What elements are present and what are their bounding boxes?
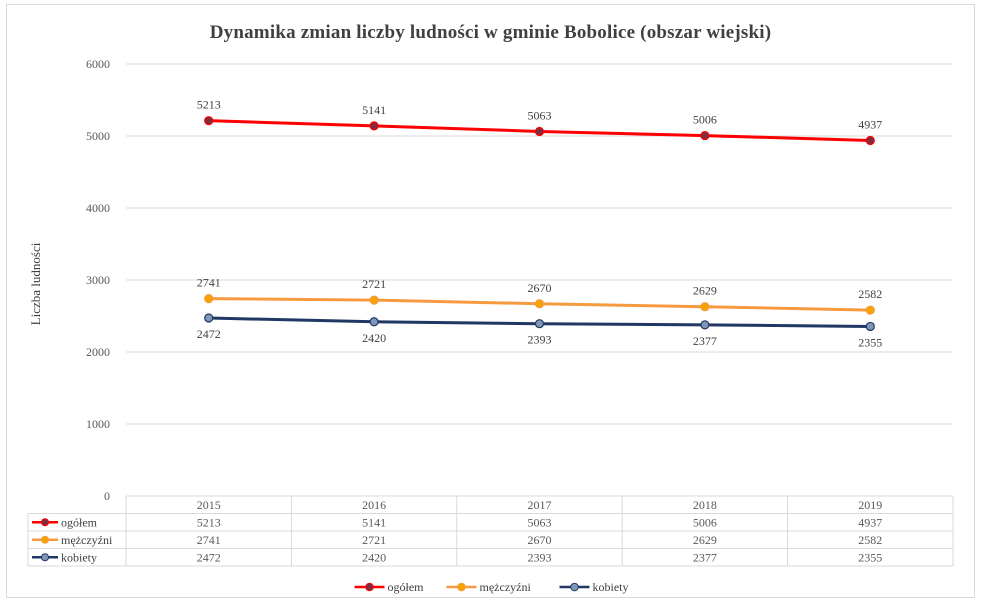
legend-key-marker — [457, 582, 466, 592]
data-label: 5141 — [362, 103, 386, 117]
data-point — [865, 135, 875, 146]
table-cell: 5213 — [197, 515, 221, 529]
data-points — [204, 116, 875, 332]
table-cell: 2582 — [858, 533, 882, 547]
y-tick-labels: 0 1000 2000 3000 4000 5000 6000 — [86, 57, 110, 503]
table-cell: 4937 — [858, 515, 882, 529]
data-label: 2721 — [362, 277, 386, 291]
table-cell: 2629 — [693, 533, 717, 547]
table-row-label: mężczyźni — [61, 533, 113, 547]
legend-entry: mężczyźni — [480, 580, 532, 594]
data-point — [534, 299, 545, 309]
table-row-label: ogółem — [61, 515, 98, 529]
table-cell: 2355 — [858, 550, 882, 564]
data-point — [204, 313, 214, 323]
data-point — [700, 130, 710, 141]
table-cell: 2377 — [693, 550, 717, 564]
data-point — [865, 321, 875, 332]
data-point — [700, 302, 710, 312]
table-cell: 2741 — [197, 533, 221, 547]
data-label: 2741 — [197, 276, 221, 290]
legend-entry: ogółem — [388, 580, 425, 594]
table-cell: 5141 — [362, 515, 386, 529]
table-cell: 5006 — [693, 515, 717, 529]
table-cell: 2393 — [528, 550, 552, 564]
legend-key-marker — [365, 582, 374, 592]
data-point — [700, 320, 710, 330]
table-cell: 2721 — [362, 533, 386, 547]
chart-frame — [6, 4, 975, 598]
x-tick-label: 2015 — [197, 498, 221, 512]
y-tick-label: 4000 — [86, 201, 110, 215]
data-point — [204, 116, 214, 126]
table-cell: 5063 — [528, 515, 552, 529]
data-label: 2393 — [528, 333, 552, 347]
table-key-marker — [41, 518, 49, 527]
table-cell: 2472 — [197, 550, 221, 564]
legend: ogółem mężczyźni kobiety — [354, 580, 629, 594]
table-key-marker — [41, 535, 49, 544]
data-point — [369, 295, 379, 305]
data-table: 2015 2016 2017 2018 2019 ogółem 5213 5141 5063 50… — [27, 495, 954, 567]
data-label: 5006 — [693, 113, 717, 127]
legend-entry: kobiety — [593, 580, 629, 594]
data-point — [369, 121, 379, 131]
data-label: 4937 — [858, 118, 882, 132]
data-label: 2670 — [528, 281, 552, 295]
y-tick-label: 5000 — [86, 129, 110, 143]
legend-key-marker — [570, 582, 579, 592]
x-tick-label: 2016 — [362, 498, 386, 512]
data-label: 2582 — [858, 287, 882, 301]
data-point — [865, 305, 875, 315]
y-tick-label: 6000 — [86, 57, 110, 71]
data-label: 2629 — [693, 284, 717, 298]
y-tick-label: 3000 — [86, 273, 110, 287]
x-tick-label: 2019 — [858, 498, 882, 512]
table-row-label: kobiety — [61, 550, 97, 564]
table-cell: 2670 — [528, 533, 552, 547]
y-tick-label: 2000 — [86, 345, 110, 359]
x-tick-label: 2017 — [528, 498, 552, 512]
y-tick-label: 1000 — [86, 417, 110, 431]
chart-title: Dynamika zmian liczby ludności w gminie … — [209, 22, 772, 43]
data-label: 2420 — [362, 331, 386, 345]
data-label: 2355 — [858, 335, 882, 349]
data-point — [534, 126, 545, 137]
data-labels: 5213 5141 5063 5006 4937 2741 2721 2670 2629 2582… — [197, 98, 883, 350]
table-key-marker — [41, 553, 49, 562]
data-label: 5063 — [528, 108, 552, 122]
x-tick-label: 2018 — [693, 498, 717, 512]
data-label: 2377 — [693, 334, 717, 348]
data-label: 2472 — [197, 327, 221, 341]
table-cell: 2420 — [362, 550, 386, 564]
data-label: 5213 — [197, 98, 221, 112]
data-point — [369, 317, 379, 327]
data-point — [204, 294, 214, 304]
y-tick-label: 0 — [104, 489, 110, 503]
series-lines — [208, 119, 871, 328]
data-point — [534, 319, 545, 329]
